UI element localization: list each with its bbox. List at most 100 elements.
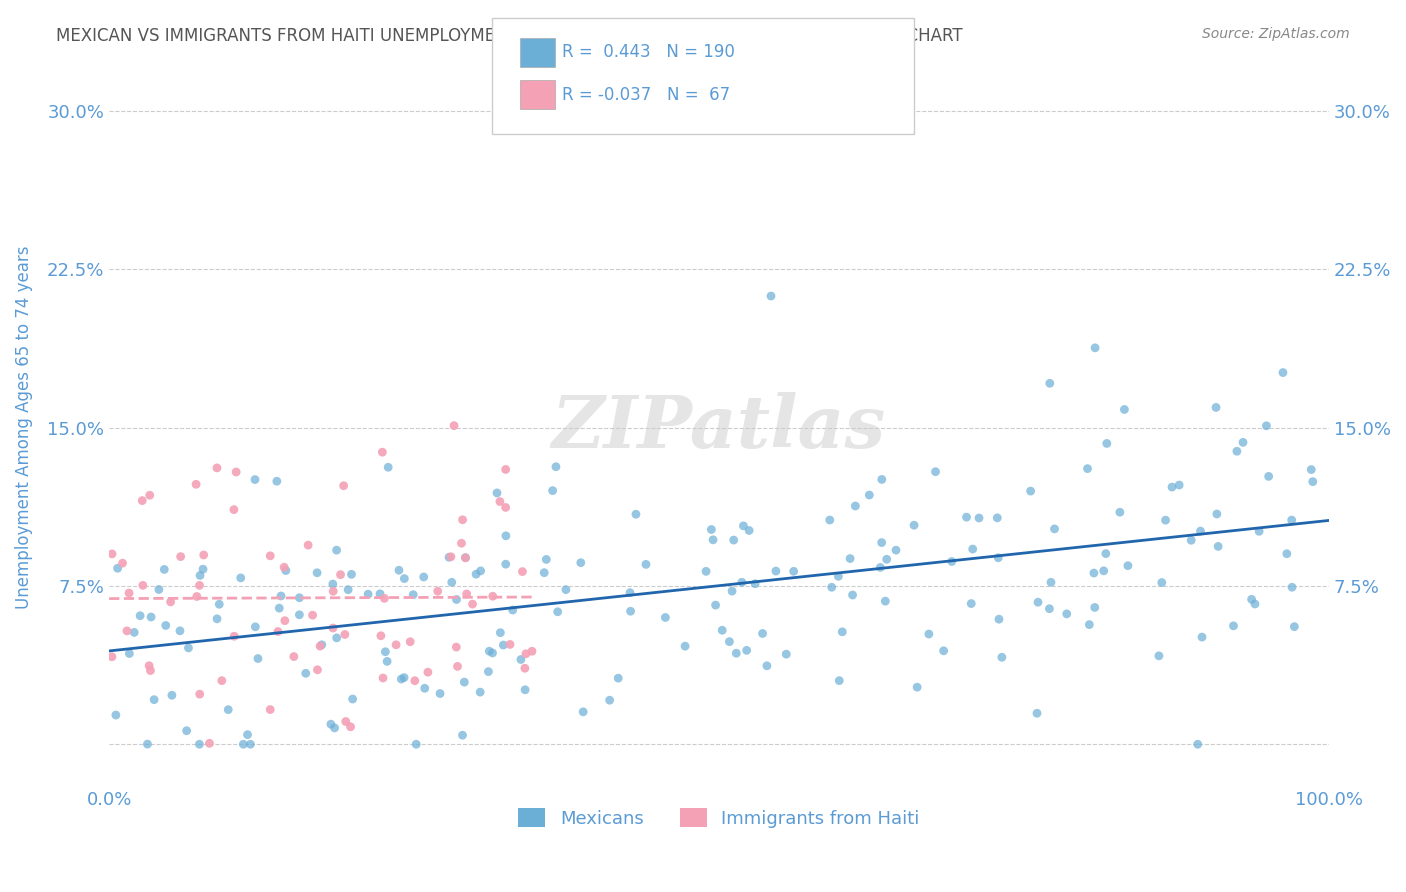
- Point: [1168, 478, 1191, 492]
- Point: [499, 637, 522, 651]
- Point: [1056, 607, 1078, 621]
- Point: [1271, 366, 1294, 380]
- Point: [512, 565, 534, 579]
- Point: [1043, 522, 1066, 536]
- Point: [932, 644, 955, 658]
- Point: [211, 673, 233, 688]
- Point: [186, 590, 208, 604]
- Point: [547, 605, 569, 619]
- Point: [394, 572, 416, 586]
- Point: [738, 524, 761, 538]
- Point: [115, 624, 138, 638]
- Point: [751, 626, 773, 640]
- Point: [377, 460, 399, 475]
- Point: [1244, 597, 1267, 611]
- Point: [905, 680, 928, 694]
- Point: [160, 688, 183, 702]
- Point: [139, 610, 162, 624]
- Point: [495, 529, 517, 543]
- Point: [967, 511, 990, 525]
- Point: [1083, 566, 1105, 580]
- Point: [495, 557, 517, 571]
- Point: [454, 550, 477, 565]
- Point: [700, 523, 723, 537]
- Point: [1154, 513, 1177, 527]
- Point: [198, 736, 221, 750]
- Legend: Mexicans, Immigrants from Haiti: Mexicans, Immigrants from Haiti: [510, 801, 927, 835]
- Point: [269, 601, 291, 615]
- Text: R =  0.443   N = 190: R = 0.443 N = 190: [562, 43, 735, 61]
- Point: [718, 634, 741, 648]
- Point: [827, 569, 849, 583]
- Point: [821, 580, 844, 594]
- Point: [918, 627, 941, 641]
- Point: [870, 535, 893, 549]
- Point: [1275, 547, 1298, 561]
- Point: [405, 737, 427, 751]
- Point: [1026, 706, 1049, 721]
- Point: [987, 550, 1010, 565]
- Point: [599, 693, 621, 707]
- Point: [454, 550, 477, 565]
- Point: [429, 687, 451, 701]
- Point: [451, 513, 474, 527]
- Point: [104, 708, 127, 723]
- Point: [1078, 617, 1101, 632]
- Point: [695, 565, 717, 579]
- Point: [831, 624, 853, 639]
- Point: [193, 548, 215, 562]
- Point: [266, 474, 288, 488]
- Point: [339, 720, 361, 734]
- Point: [229, 571, 252, 585]
- Point: [704, 598, 727, 612]
- Point: [188, 568, 211, 582]
- Point: [841, 588, 863, 602]
- Point: [139, 664, 162, 678]
- Point: [988, 612, 1011, 626]
- Point: [259, 702, 281, 716]
- Point: [388, 563, 411, 577]
- Point: [322, 584, 344, 599]
- Point: [624, 508, 647, 522]
- Point: [225, 465, 247, 479]
- Point: [481, 646, 503, 660]
- Point: [844, 499, 866, 513]
- Point: [273, 560, 295, 574]
- Point: [489, 625, 512, 640]
- Y-axis label: Unemployment Among Ages 65 to 74 years: Unemployment Among Ages 65 to 74 years: [15, 246, 32, 609]
- Point: [446, 640, 468, 654]
- Point: [1284, 620, 1306, 634]
- Point: [721, 584, 744, 599]
- Point: [481, 589, 503, 603]
- Point: [319, 717, 342, 731]
- Point: [711, 624, 734, 638]
- Point: [515, 647, 537, 661]
- Point: [101, 649, 124, 664]
- Point: [884, 543, 907, 558]
- Point: [1076, 461, 1098, 475]
- Point: [775, 647, 797, 661]
- Point: [818, 513, 841, 527]
- Point: [1019, 484, 1042, 499]
- Point: [1109, 505, 1132, 519]
- Point: [311, 638, 333, 652]
- Point: [288, 607, 311, 622]
- Point: [450, 536, 472, 550]
- Point: [955, 510, 977, 524]
- Point: [731, 575, 754, 590]
- Point: [619, 604, 641, 618]
- Point: [962, 542, 984, 557]
- Point: [1095, 547, 1118, 561]
- Point: [870, 472, 893, 486]
- Point: [404, 673, 426, 688]
- Point: [337, 582, 360, 597]
- Point: [1249, 524, 1271, 539]
- Point: [399, 634, 422, 648]
- Point: [340, 567, 363, 582]
- Point: [297, 538, 319, 552]
- Point: [470, 685, 492, 699]
- Point: [374, 645, 396, 659]
- Point: [446, 659, 468, 673]
- Point: [1026, 595, 1049, 609]
- Point: [673, 639, 696, 653]
